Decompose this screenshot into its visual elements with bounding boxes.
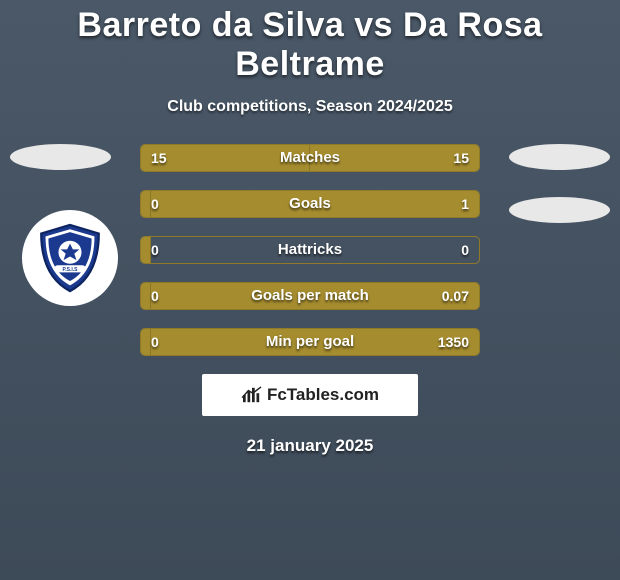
stat-value-left: 0 [151,191,159,217]
stat-value-left: 0 [151,329,159,355]
subtitle: Club competitions, Season 2024/2025 [0,98,620,116]
stat-fill-right [151,329,479,355]
club-logo: P.S.I.S [22,210,118,306]
stat-value-left: 15 [151,145,167,171]
stat-row: 1515Matches [140,144,480,172]
comparison-area: P.S.I.S 1515Matches01Goals00Hattricks00.… [0,144,620,456]
stat-value-right: 1350 [438,329,469,355]
stat-fill-left [141,329,151,355]
stat-value-right: 0 [461,237,469,263]
brand-box[interactable]: FcTables.com [202,374,418,416]
bar-chart-icon [241,386,263,404]
stat-fill-right [151,283,479,309]
stat-row: 0 0Hattricks [140,236,480,264]
stat-fill-right [151,191,479,217]
stat-row: 01Goals [140,190,480,218]
stat-fill-left [141,191,151,217]
stat-row: 01350Min per goal [140,328,480,356]
page-title: Barreto da Silva vs Da Rosa Beltrame [0,0,620,84]
player-right-photo-placeholder-1 [509,144,610,170]
stat-value-right: 0.07 [442,283,469,309]
stat-bars: 1515Matches01Goals00Hattricks00.07Goals … [140,144,480,356]
stat-fill-left [141,237,151,263]
snapshot-date: 21 january 2025 [0,436,620,456]
club-logo-text: P.S.I.S [62,267,78,273]
stat-value-right: 15 [453,145,469,171]
stat-value-left: 0 [151,237,159,263]
player-right-photo-placeholder-2 [509,197,610,223]
player-left-photo-placeholder [10,144,111,170]
stat-value-right: 1 [461,191,469,217]
stat-label: Hattricks [141,237,479,263]
shield-icon: P.S.I.S [34,222,106,294]
stat-value-left: 0 [151,283,159,309]
stat-row: 00.07Goals per match [140,282,480,310]
stat-fill-left [141,283,151,309]
brand-text: FcTables.com [267,385,379,405]
